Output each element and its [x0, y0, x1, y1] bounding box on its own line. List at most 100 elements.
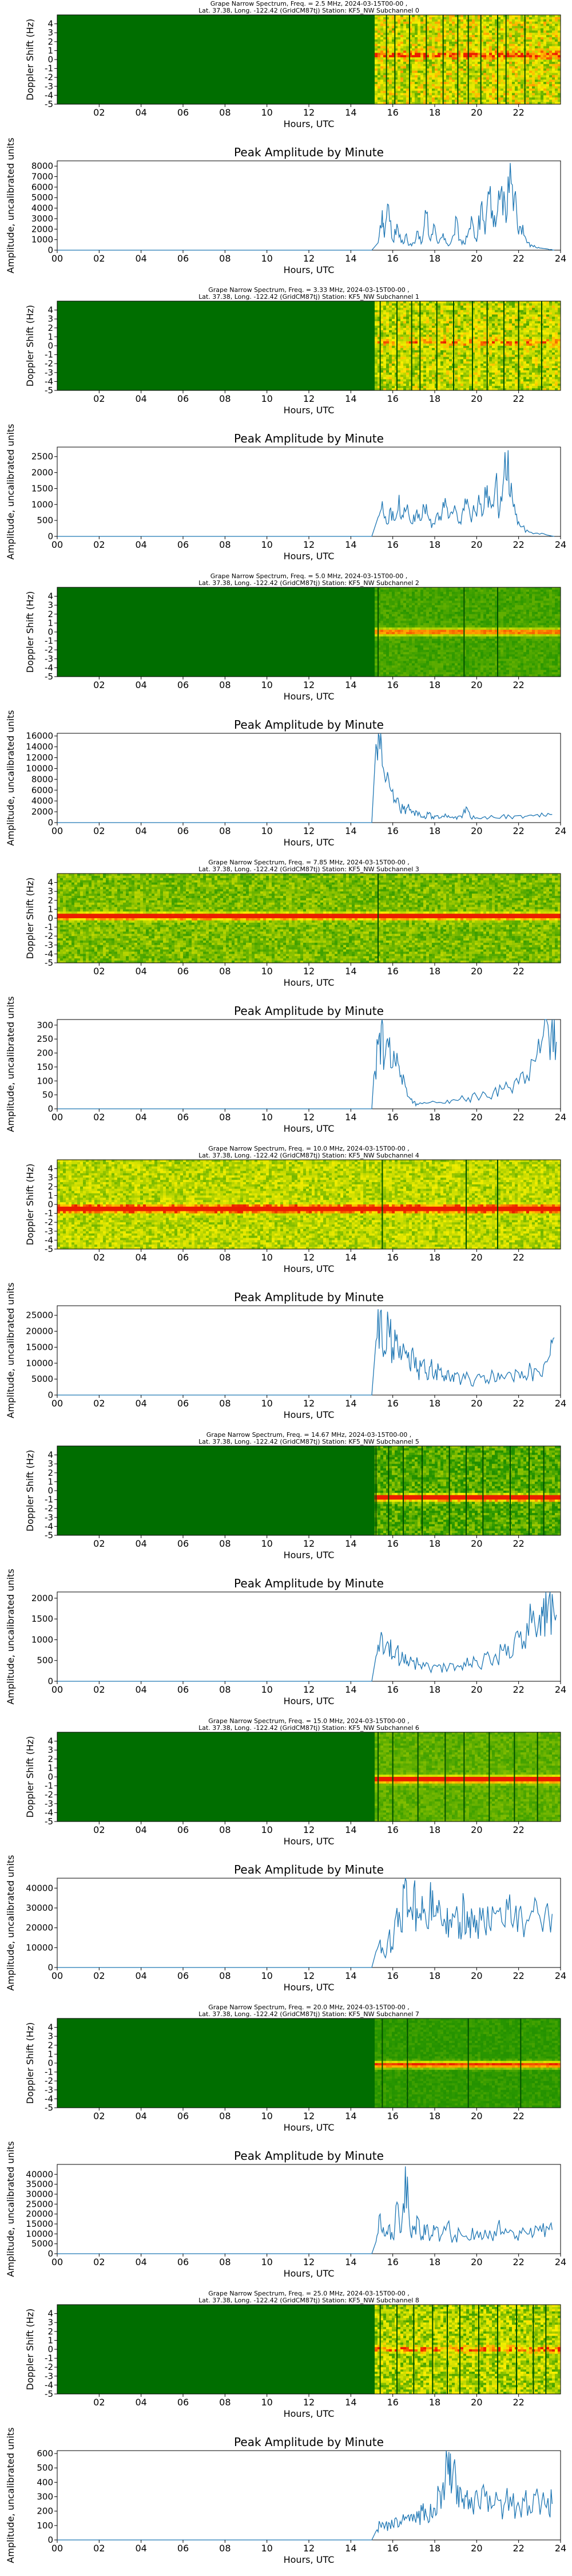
spectrum-cell [475, 366, 478, 368]
spectrum-cell [383, 361, 386, 364]
spectrum-cell [515, 348, 518, 350]
spectrum-cell [429, 308, 432, 310]
spectrum-cell [472, 77, 475, 80]
spectrum-cell [443, 80, 446, 82]
spectrum-cell [472, 91, 475, 93]
spectrum-cell [438, 373, 440, 375]
spectrum-cell [489, 337, 492, 339]
spectrum-cell [443, 30, 446, 33]
spectrum-cell [515, 339, 518, 341]
spectrum-cell [406, 310, 409, 313]
spectrum-cell [535, 73, 538, 75]
spectrum-cell [526, 361, 529, 364]
spectrum-cell [415, 373, 418, 375]
spectrum-cell [469, 86, 472, 89]
spectrum-cell [543, 86, 546, 89]
spectrum-cell [400, 24, 403, 26]
spectrum-cell [529, 80, 532, 82]
spectrum-cell [549, 49, 552, 51]
spectrum-cell [552, 71, 555, 73]
spectrum-cell [449, 317, 452, 319]
spectrum-cell [420, 42, 423, 44]
spectrum-cell [532, 30, 535, 33]
spectrum-cell [506, 82, 509, 84]
spectrum-cell [418, 53, 420, 55]
spectrum-cell [512, 381, 515, 384]
spectrum-cell [429, 364, 432, 366]
spectrum-cell [429, 28, 432, 30]
spectrum-cell [406, 308, 409, 310]
spectrum-cell [380, 326, 383, 328]
spectrum-cell [432, 26, 435, 29]
spectrum-cell [412, 377, 415, 380]
spectrum-cell [463, 37, 466, 39]
spectrum-cell [446, 321, 449, 323]
spectrum-cell [543, 77, 546, 80]
spectrum-cell [489, 30, 492, 33]
spectrum-cell [412, 46, 415, 49]
spectrum-cell [526, 62, 529, 64]
spectrum-cell [412, 39, 415, 42]
spectrum-cell [398, 328, 400, 330]
spectrum-cell [515, 62, 518, 64]
spectrum-cell [483, 319, 486, 321]
spectrum-cell [449, 100, 452, 102]
spectrum-cell [460, 44, 463, 46]
spectrum-cell [526, 73, 529, 75]
spectrum-cell [375, 368, 378, 370]
x-tick-label: 18 [429, 253, 440, 264]
spectrum-cell [483, 321, 486, 323]
spectrum-cell [463, 328, 466, 330]
spectrum-cell [512, 375, 515, 377]
spectrum-cell [389, 377, 392, 380]
spectrum-cell [498, 317, 500, 319]
spectrum-cell [509, 384, 512, 386]
spectrum-cell [412, 303, 415, 306]
spectrum-cell [440, 368, 443, 370]
spectrum-cell [446, 319, 449, 321]
spectrum-cell [400, 89, 403, 91]
spectrum-cell [478, 86, 480, 89]
spectrum-cell [398, 359, 400, 361]
spectrum-cell [418, 33, 420, 35]
spectrum-cell [389, 42, 392, 44]
spectrum-cell [406, 350, 409, 353]
spectrum-cell [383, 66, 386, 69]
spectrum-cell [403, 357, 406, 359]
spectrum-cell [523, 321, 526, 323]
spectrum-cell [515, 24, 518, 26]
spectrum-cell [403, 368, 406, 370]
spectrum-cell [489, 364, 492, 366]
spectrum-cell [438, 50, 440, 53]
spectrum-cell [509, 33, 512, 35]
spectrum-cell [452, 91, 455, 93]
spectrum-cell [449, 73, 452, 75]
spectrum-cell [435, 55, 438, 57]
spectrum-cell [478, 328, 480, 330]
spectrum-cell [443, 39, 446, 42]
spectrum-cell [492, 370, 495, 373]
spectrum-cell [386, 328, 389, 330]
spectrum-cell [475, 308, 478, 310]
spectrum-cell [549, 37, 552, 39]
spectrum-cell [389, 73, 392, 75]
spectrum-cell [480, 343, 483, 346]
spectrum-cell [386, 319, 389, 321]
spectrum-cell [420, 370, 423, 373]
spectrum-cell [543, 37, 546, 39]
spectrum-cell [446, 95, 449, 97]
spectrum-cell [423, 346, 426, 348]
spectrum-cell [483, 100, 486, 102]
spectrum-cell [478, 314, 480, 317]
spectrum-cell [469, 341, 472, 343]
spectrum-cell [518, 53, 521, 55]
spectrum-cell [432, 333, 435, 335]
spectrum-cell [532, 375, 535, 377]
spectrum-cell [392, 386, 395, 388]
spectrum-cell [529, 317, 532, 319]
spectrum-cell [426, 343, 429, 346]
spectrum-cell [555, 30, 558, 33]
spectrum-cell [383, 50, 386, 53]
spectrum-cell [512, 60, 515, 62]
spectrum-cell [512, 308, 515, 310]
